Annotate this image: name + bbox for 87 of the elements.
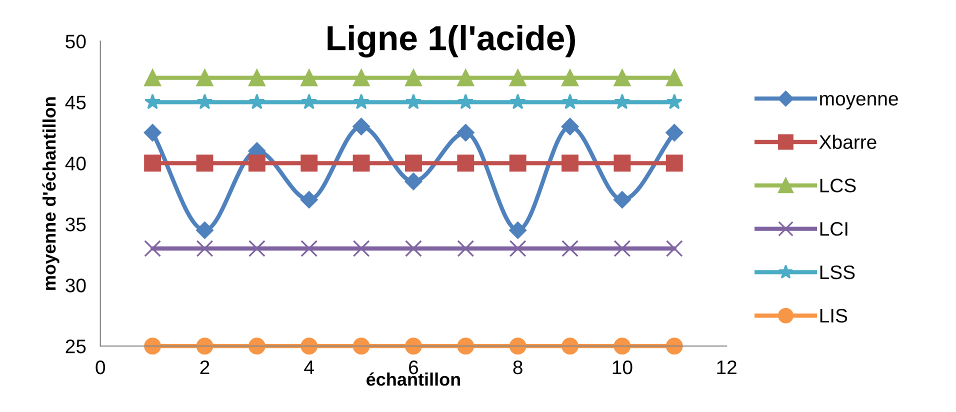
point — [510, 94, 526, 110]
point — [248, 69, 266, 86]
point — [196, 240, 214, 257]
point — [404, 154, 422, 172]
point — [404, 69, 422, 86]
point — [144, 240, 162, 257]
y-tick-label: 35 — [66, 218, 86, 232]
point — [300, 191, 318, 208]
point — [666, 94, 682, 110]
chart-title: Ligne 1(l'acide) — [328, 24, 576, 58]
point — [353, 94, 370, 110]
point — [562, 94, 578, 110]
legend-label: LIS — [820, 308, 848, 323]
point — [352, 118, 370, 136]
point — [352, 338, 370, 355]
point — [666, 124, 684, 142]
point — [457, 154, 474, 172]
point — [404, 240, 422, 257]
point — [300, 240, 318, 257]
legend-label: LCS — [820, 178, 856, 192]
point — [196, 222, 214, 239]
point — [352, 240, 370, 257]
point — [196, 338, 214, 355]
point — [144, 154, 162, 172]
point — [352, 154, 370, 172]
point — [614, 191, 631, 208]
point — [248, 154, 266, 172]
y-tick-label: 30 — [66, 278, 86, 292]
x-tick-label: 4 — [304, 360, 314, 374]
point — [614, 154, 631, 172]
point — [405, 94, 422, 110]
point — [562, 240, 578, 257]
point — [404, 172, 422, 190]
point — [666, 69, 683, 86]
point — [509, 338, 526, 355]
point — [196, 69, 214, 86]
point — [457, 240, 474, 257]
point — [144, 338, 162, 355]
y-tick-label: 45 — [65, 96, 86, 110]
point — [144, 94, 161, 110]
point — [614, 338, 631, 355]
point — [196, 154, 214, 172]
legend-label: LCI — [820, 222, 848, 236]
point — [144, 69, 162, 86]
point — [666, 338, 683, 355]
legend-label: moyenne — [820, 94, 898, 110]
x-tick-label: 6 — [409, 360, 418, 374]
point — [614, 69, 631, 86]
point — [562, 338, 578, 355]
point — [352, 69, 370, 86]
point — [248, 338, 266, 355]
point — [248, 94, 266, 110]
point — [666, 240, 683, 257]
x-tick-label: 8 — [513, 360, 522, 374]
point — [457, 338, 474, 355]
y-axis-title: moyenne d'échantillon — [42, 97, 60, 290]
x-axis-title: échantillon — [366, 372, 460, 386]
point — [404, 338, 422, 355]
point — [509, 240, 526, 257]
point — [300, 338, 318, 355]
x-tick-label: 12 — [717, 360, 736, 374]
x-tick-label: 2 — [200, 360, 210, 374]
point — [300, 154, 318, 172]
y-tick-label: 50 — [66, 34, 86, 48]
point — [561, 118, 579, 136]
point — [458, 94, 474, 110]
point — [509, 154, 526, 172]
point — [457, 69, 474, 86]
y-tick-label: 40 — [65, 156, 86, 170]
legend-label: LSS — [820, 265, 855, 280]
point — [562, 154, 578, 172]
point — [509, 69, 526, 86]
point — [562, 69, 578, 86]
point — [248, 240, 266, 257]
point — [614, 240, 631, 257]
point — [144, 124, 162, 142]
point — [196, 94, 213, 110]
point — [666, 154, 683, 172]
y-tick-label: 25 — [66, 340, 86, 354]
point — [614, 94, 630, 110]
legend-label: Xbarre — [819, 134, 876, 149]
x-tick-label: 10 — [612, 360, 632, 374]
point — [300, 69, 318, 86]
point — [456, 124, 474, 142]
point — [301, 94, 318, 110]
x-tick-label: 0 — [96, 360, 106, 374]
point — [509, 222, 527, 239]
